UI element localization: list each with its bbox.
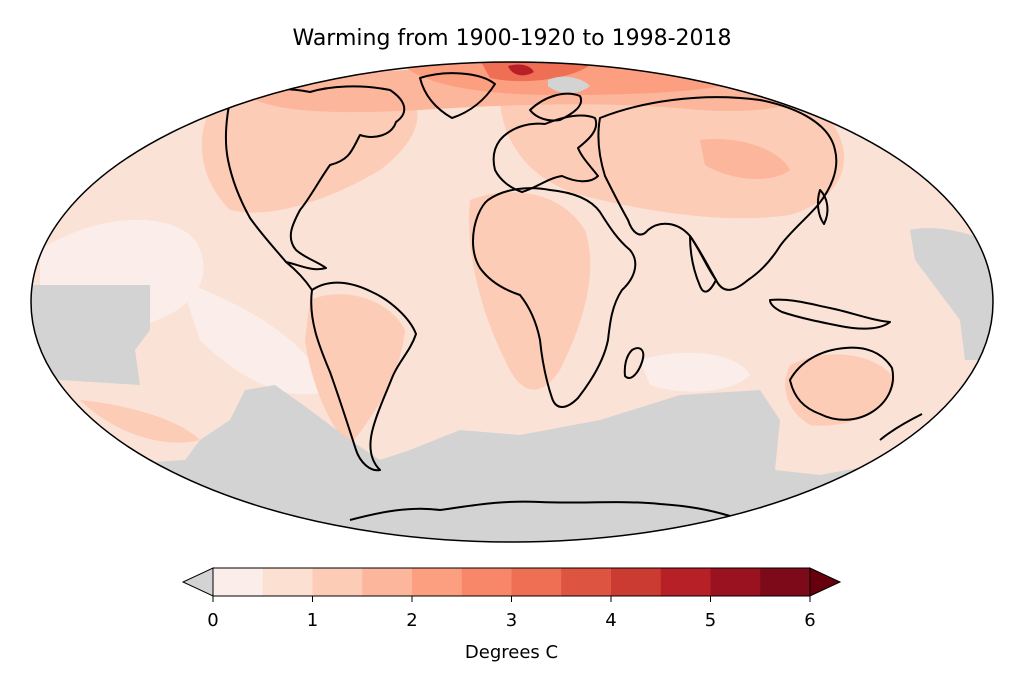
warm-region (305, 294, 405, 445)
coastline-antarctica (349, 500, 731, 521)
colorbar-label: Degrees C (465, 642, 558, 663)
coastline-north-america (224, 85, 406, 271)
no-data-region (31, 385, 990, 542)
colorbar-under-arrow (181, 567, 214, 597)
no-data-region (910, 228, 993, 360)
colorbar-tick-label: 3 (506, 610, 517, 631)
coastline-europe (492, 114, 599, 193)
coastline-australia (789, 346, 894, 421)
coastline-japan (816, 189, 829, 225)
colorbar-segment (213, 568, 264, 596)
coastline-asia (597, 96, 838, 291)
colorbar-segment (611, 568, 662, 596)
coastline-central-america (285, 261, 313, 291)
warm-region (469, 192, 591, 390)
colorbar-segment (362, 568, 413, 596)
hottest-region (480, 62, 590, 82)
colorbar-over-arrow (809, 567, 842, 597)
low-anomaly-region (180, 280, 330, 395)
colorbar-tick-label: 0 (207, 610, 218, 631)
colorbar-segment (511, 568, 562, 596)
hottest-region (508, 64, 534, 76)
colorbar-segment (660, 568, 711, 596)
no-data-region (548, 76, 590, 94)
globe-outline (30, 61, 994, 543)
colorbar-segment (710, 568, 761, 596)
coastline-new-zealand (879, 413, 923, 441)
colorbar-segment (412, 568, 463, 596)
coastline-africa (472, 187, 637, 408)
coastline-madagascar (623, 347, 645, 380)
coastline-greenland (419, 72, 496, 119)
warm-region (785, 354, 895, 426)
no-data-region (31, 285, 150, 385)
colorbar-segment (760, 568, 811, 596)
warm-region (499, 75, 845, 219)
coastline-scandinavia (529, 92, 583, 122)
coastline-india (689, 235, 717, 293)
colorbar-segment (461, 568, 512, 596)
colorbar-tick-label: 6 (804, 610, 815, 631)
colorbar-tick-label: 2 (406, 610, 417, 631)
colorbar-segment (262, 568, 313, 596)
map-title: Warming from 1900-1920 to 1998-2018 (292, 26, 732, 51)
low-anomaly-region (640, 352, 750, 392)
warm-region (201, 85, 418, 213)
hot-region (700, 139, 790, 180)
coastlines-layer (224, 72, 923, 521)
colorbar: 0 1 2 3 4 5 6 Degrees C (181, 567, 842, 663)
coastline-south-america (310, 281, 417, 472)
colorbar-tick-label: 4 (605, 610, 616, 631)
colorbar-tick-label: 1 (307, 610, 318, 631)
colorbar-segment (312, 568, 363, 596)
coastline-indonesia (769, 298, 891, 330)
warm-region (80, 400, 200, 443)
colorbar-tick-label: 5 (705, 610, 716, 631)
colorbar-segment (561, 568, 612, 596)
